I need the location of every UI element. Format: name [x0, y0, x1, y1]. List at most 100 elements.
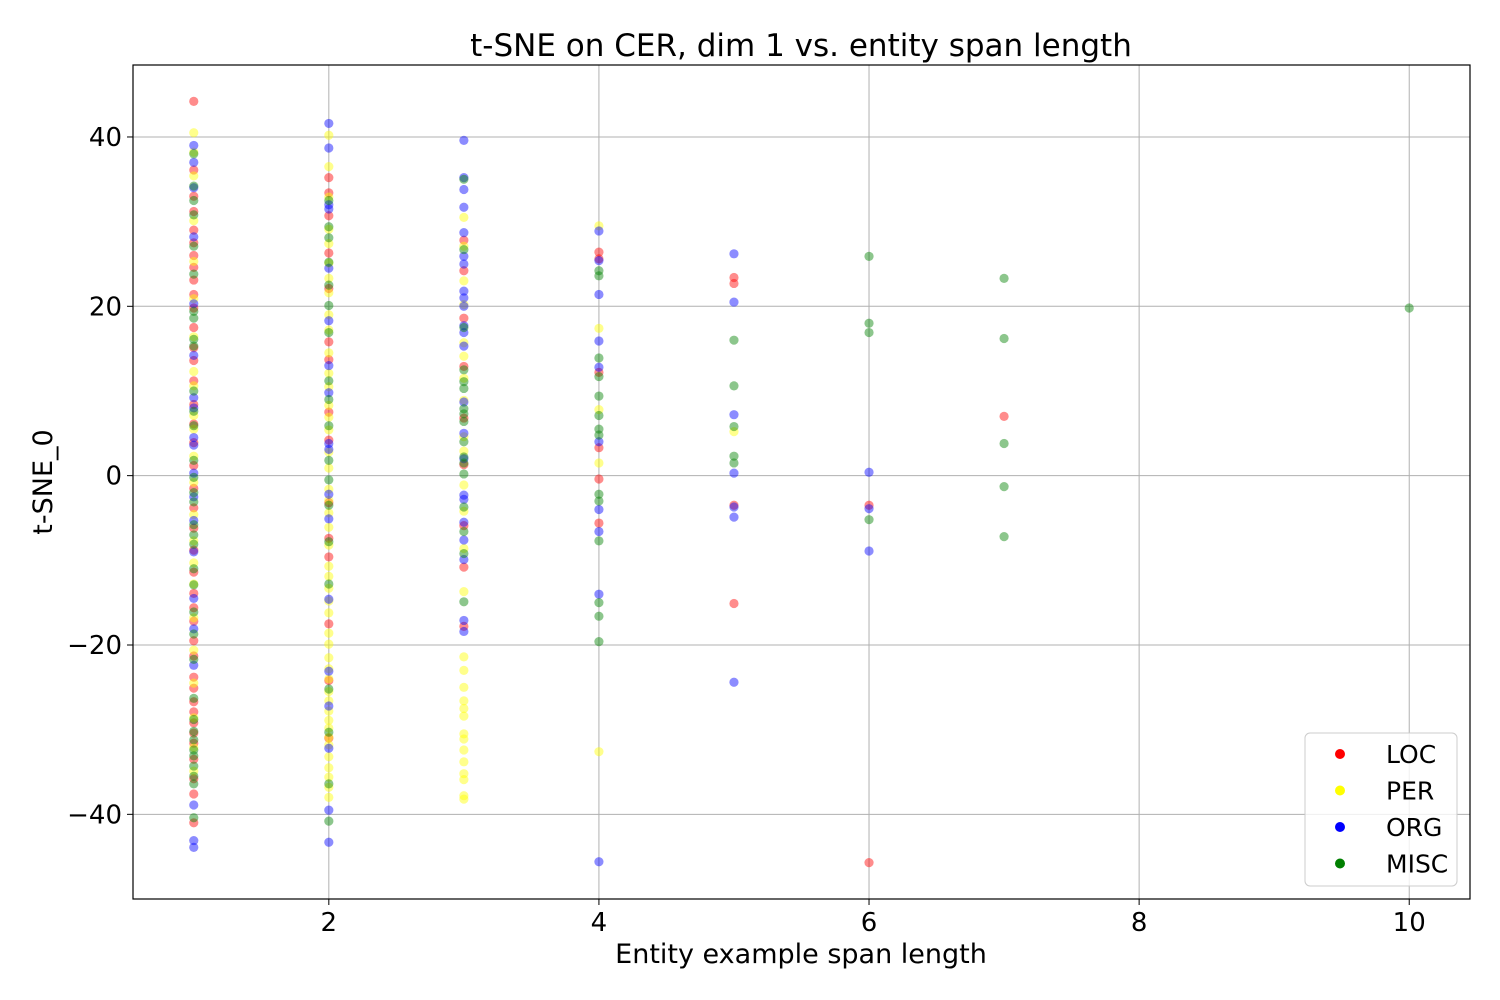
- x-tick-label: 6: [861, 908, 878, 938]
- point-loc: [189, 225, 199, 235]
- point-per: [324, 763, 334, 773]
- point-per: [459, 711, 469, 721]
- point-misc: [999, 482, 1009, 492]
- point-org: [189, 842, 199, 852]
- point-loc: [594, 367, 604, 377]
- point-loc: [324, 407, 334, 417]
- point-loc: [189, 376, 199, 386]
- point-misc: [324, 455, 334, 466]
- point-org: [459, 135, 469, 145]
- point-loc: [189, 399, 199, 410]
- point-misc: [189, 654, 199, 664]
- point-per: [324, 608, 334, 618]
- point-loc: [594, 247, 604, 257]
- point-misc: [594, 637, 604, 647]
- point-per: [324, 653, 334, 663]
- point-loc: [324, 188, 334, 198]
- point-misc: [594, 536, 604, 546]
- point-loc: [189, 303, 199, 313]
- point-misc: [999, 273, 1009, 283]
- point-per: [459, 734, 469, 744]
- point-misc: [459, 383, 469, 394]
- legend-label-misc: MISC: [1386, 850, 1448, 879]
- point-misc: [594, 353, 604, 363]
- point-misc: [189, 421, 199, 431]
- point-org: [594, 362, 604, 372]
- point-loc: [189, 275, 199, 285]
- point-loc: [189, 262, 199, 272]
- point-misc: [324, 727, 334, 737]
- point-per: [324, 752, 334, 762]
- point-misc: [189, 406, 199, 416]
- point-per: [324, 522, 334, 532]
- point-misc: [459, 409, 469, 419]
- point-per: [324, 368, 334, 378]
- point-per: [324, 715, 334, 725]
- point-org: [459, 184, 469, 195]
- point-per: [459, 729, 469, 739]
- point-misc: [324, 475, 334, 485]
- point-per: [189, 366, 199, 377]
- point-misc: [189, 487, 199, 498]
- point-misc: [189, 693, 199, 703]
- point-per: [459, 212, 469, 223]
- point-misc: [189, 771, 199, 781]
- point-org: [324, 743, 334, 753]
- point-org: [324, 118, 334, 129]
- point-per: [324, 732, 334, 742]
- point-per: [189, 424, 199, 434]
- point-misc: [189, 149, 199, 159]
- point-misc: [189, 241, 199, 251]
- point-per: [324, 782, 334, 792]
- point-org: [189, 835, 199, 846]
- point-loc: [189, 603, 199, 613]
- point-loc: [189, 250, 199, 261]
- point-org: [729, 249, 739, 259]
- point-loc: [324, 435, 334, 445]
- point-per: [189, 147, 199, 157]
- point-org: [189, 432, 199, 443]
- point-misc: [324, 579, 334, 589]
- point-per: [594, 323, 604, 333]
- point-loc: [324, 619, 334, 629]
- point-misc: [324, 779, 334, 789]
- point-org: [189, 232, 199, 242]
- point-misc: [324, 537, 334, 547]
- point-org: [324, 594, 334, 604]
- point-misc: [864, 318, 874, 328]
- point-per: [324, 740, 334, 750]
- point-per: [324, 400, 334, 410]
- y-tick-label: 20: [89, 292, 122, 322]
- point-per: [459, 745, 469, 755]
- point-misc: [459, 377, 469, 387]
- point-loc: [459, 361, 469, 372]
- legend-label-per: PER: [1386, 777, 1434, 806]
- point-per: [324, 192, 334, 202]
- point-per: [189, 477, 199, 488]
- point-misc: [324, 222, 334, 232]
- point-misc: [459, 458, 469, 468]
- point-misc: [189, 520, 199, 530]
- point-per: [459, 373, 469, 383]
- point-org: [459, 535, 469, 545]
- point-org: [459, 428, 469, 438]
- point-loc: [189, 483, 199, 493]
- point-org: [189, 393, 199, 403]
- point-org: [459, 554, 469, 565]
- point-org: [459, 626, 469, 637]
- point-misc: [864, 251, 874, 261]
- point-org: [594, 857, 604, 867]
- point-per: [324, 273, 334, 283]
- point-misc: [594, 391, 604, 401]
- point-loc: [459, 235, 469, 245]
- point-misc: [189, 497, 199, 507]
- point-org: [189, 547, 199, 557]
- point-org: [729, 502, 739, 512]
- x-tick-label: 2: [321, 908, 338, 938]
- point-misc: [594, 496, 604, 506]
- point-org: [864, 504, 874, 514]
- point-per: [324, 325, 334, 335]
- point-misc: [189, 735, 199, 745]
- point-per: [459, 241, 469, 251]
- point-per: [459, 432, 469, 442]
